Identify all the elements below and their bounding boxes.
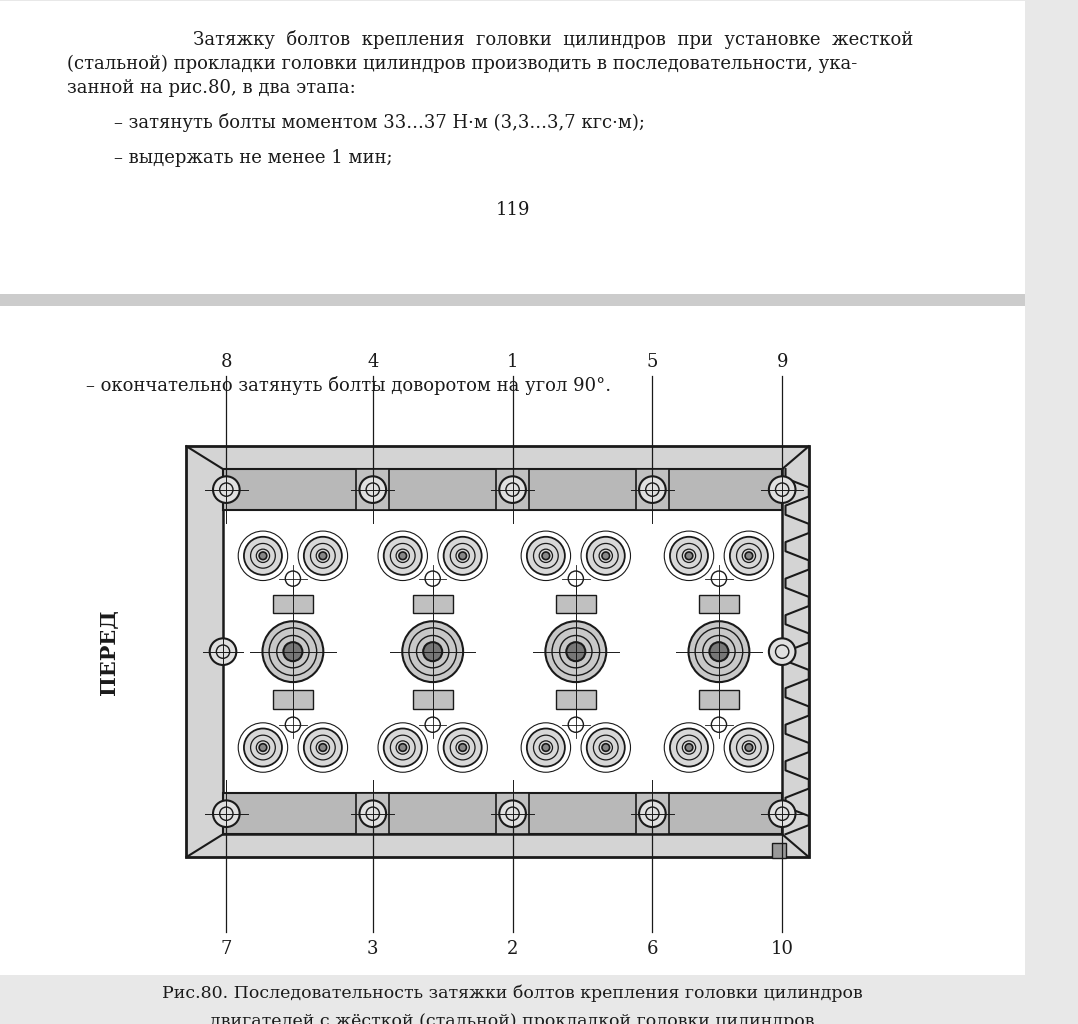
Bar — [636, 469, 669, 510]
Circle shape — [304, 537, 342, 574]
Text: ПЕРЕД: ПЕРЕД — [99, 608, 120, 694]
Circle shape — [586, 537, 625, 574]
Circle shape — [424, 642, 442, 662]
Circle shape — [262, 622, 323, 682]
Circle shape — [359, 476, 386, 503]
Circle shape — [527, 537, 565, 574]
Bar — [0, 1, 1025, 294]
Text: 5: 5 — [647, 353, 658, 371]
Text: 2: 2 — [507, 940, 519, 957]
Bar — [556, 595, 596, 613]
Bar — [556, 690, 596, 709]
Circle shape — [602, 552, 609, 559]
Text: – окончательно затянуть болты доворотом на угол 90°.: – окончательно затянуть болты доворотом … — [85, 376, 611, 395]
Bar — [772, 844, 787, 858]
Circle shape — [213, 476, 239, 503]
Bar — [356, 794, 389, 835]
Circle shape — [542, 552, 550, 559]
Circle shape — [444, 728, 482, 767]
Text: Рис.80. Последовательность затяжки болтов крепления головки цилиндров: Рис.80. Последовательность затяжки болто… — [162, 984, 863, 1002]
Bar — [0, 305, 1025, 975]
Bar — [223, 794, 783, 835]
Bar — [496, 794, 529, 835]
Circle shape — [527, 728, 565, 767]
Text: – затянуть болты моментом 33...37 Н·м (3,3...3,7 кгс·м);: – затянуть болты моментом 33...37 Н·м (3… — [114, 114, 645, 132]
Text: занной на рис.80, в два этапа:: занной на рис.80, в два этапа: — [67, 79, 356, 97]
Circle shape — [459, 743, 467, 752]
Circle shape — [213, 801, 239, 827]
Text: 119: 119 — [495, 201, 529, 219]
Circle shape — [499, 476, 526, 503]
Circle shape — [399, 743, 406, 752]
Circle shape — [399, 552, 406, 559]
Text: 10: 10 — [771, 940, 793, 957]
Polygon shape — [186, 446, 808, 857]
Circle shape — [745, 743, 752, 752]
Bar — [496, 469, 529, 510]
Circle shape — [686, 743, 693, 752]
Circle shape — [669, 728, 708, 767]
Circle shape — [244, 537, 282, 574]
Circle shape — [319, 552, 327, 559]
Circle shape — [689, 622, 749, 682]
Circle shape — [602, 743, 609, 752]
Circle shape — [639, 801, 666, 827]
Text: 3: 3 — [367, 940, 378, 957]
Circle shape — [259, 552, 266, 559]
Text: 8: 8 — [221, 353, 232, 371]
Text: двигателей с жёсткой (стальной) прокладкой головки цилиндров: двигателей с жёсткой (стальной) прокладк… — [210, 1013, 815, 1024]
Circle shape — [210, 638, 236, 665]
Circle shape — [686, 552, 693, 559]
Bar — [636, 794, 669, 835]
Circle shape — [586, 728, 625, 767]
Circle shape — [542, 743, 550, 752]
Circle shape — [709, 642, 729, 662]
Circle shape — [545, 622, 606, 682]
Bar — [413, 595, 453, 613]
Text: (стальной) прокладки головки цилиндров производить в последовательности, ука-: (стальной) прокладки головки цилиндров п… — [67, 54, 857, 73]
Bar — [273, 690, 313, 709]
Circle shape — [769, 476, 796, 503]
Text: 7: 7 — [221, 940, 232, 957]
Bar — [413, 690, 453, 709]
Circle shape — [769, 801, 796, 827]
Bar — [273, 595, 313, 613]
Circle shape — [745, 552, 752, 559]
Bar — [356, 469, 389, 510]
Text: 1: 1 — [507, 353, 519, 371]
Circle shape — [384, 728, 421, 767]
Circle shape — [284, 642, 303, 662]
Circle shape — [769, 638, 796, 665]
Circle shape — [730, 537, 768, 574]
Bar — [223, 469, 783, 510]
Circle shape — [566, 642, 585, 662]
Circle shape — [459, 552, 467, 559]
Text: Затяжку  болтов  крепления  головки  цилиндров  при  установке  жесткой: Затяжку болтов крепления головки цилиндр… — [148, 30, 914, 49]
Polygon shape — [223, 469, 783, 835]
Circle shape — [639, 476, 666, 503]
Circle shape — [244, 728, 282, 767]
Circle shape — [259, 743, 266, 752]
Circle shape — [669, 537, 708, 574]
Bar — [699, 595, 738, 613]
Circle shape — [402, 622, 464, 682]
Bar — [699, 690, 738, 709]
Text: 9: 9 — [776, 353, 788, 371]
Circle shape — [304, 728, 342, 767]
Bar — [0, 294, 1025, 305]
Circle shape — [384, 537, 421, 574]
Circle shape — [444, 537, 482, 574]
Circle shape — [499, 801, 526, 827]
Text: – выдержать не менее 1 мин;: – выдержать не менее 1 мин; — [114, 148, 392, 167]
Text: 6: 6 — [647, 940, 659, 957]
Circle shape — [359, 801, 386, 827]
Circle shape — [319, 743, 327, 752]
Circle shape — [730, 728, 768, 767]
Text: 4: 4 — [368, 353, 378, 371]
